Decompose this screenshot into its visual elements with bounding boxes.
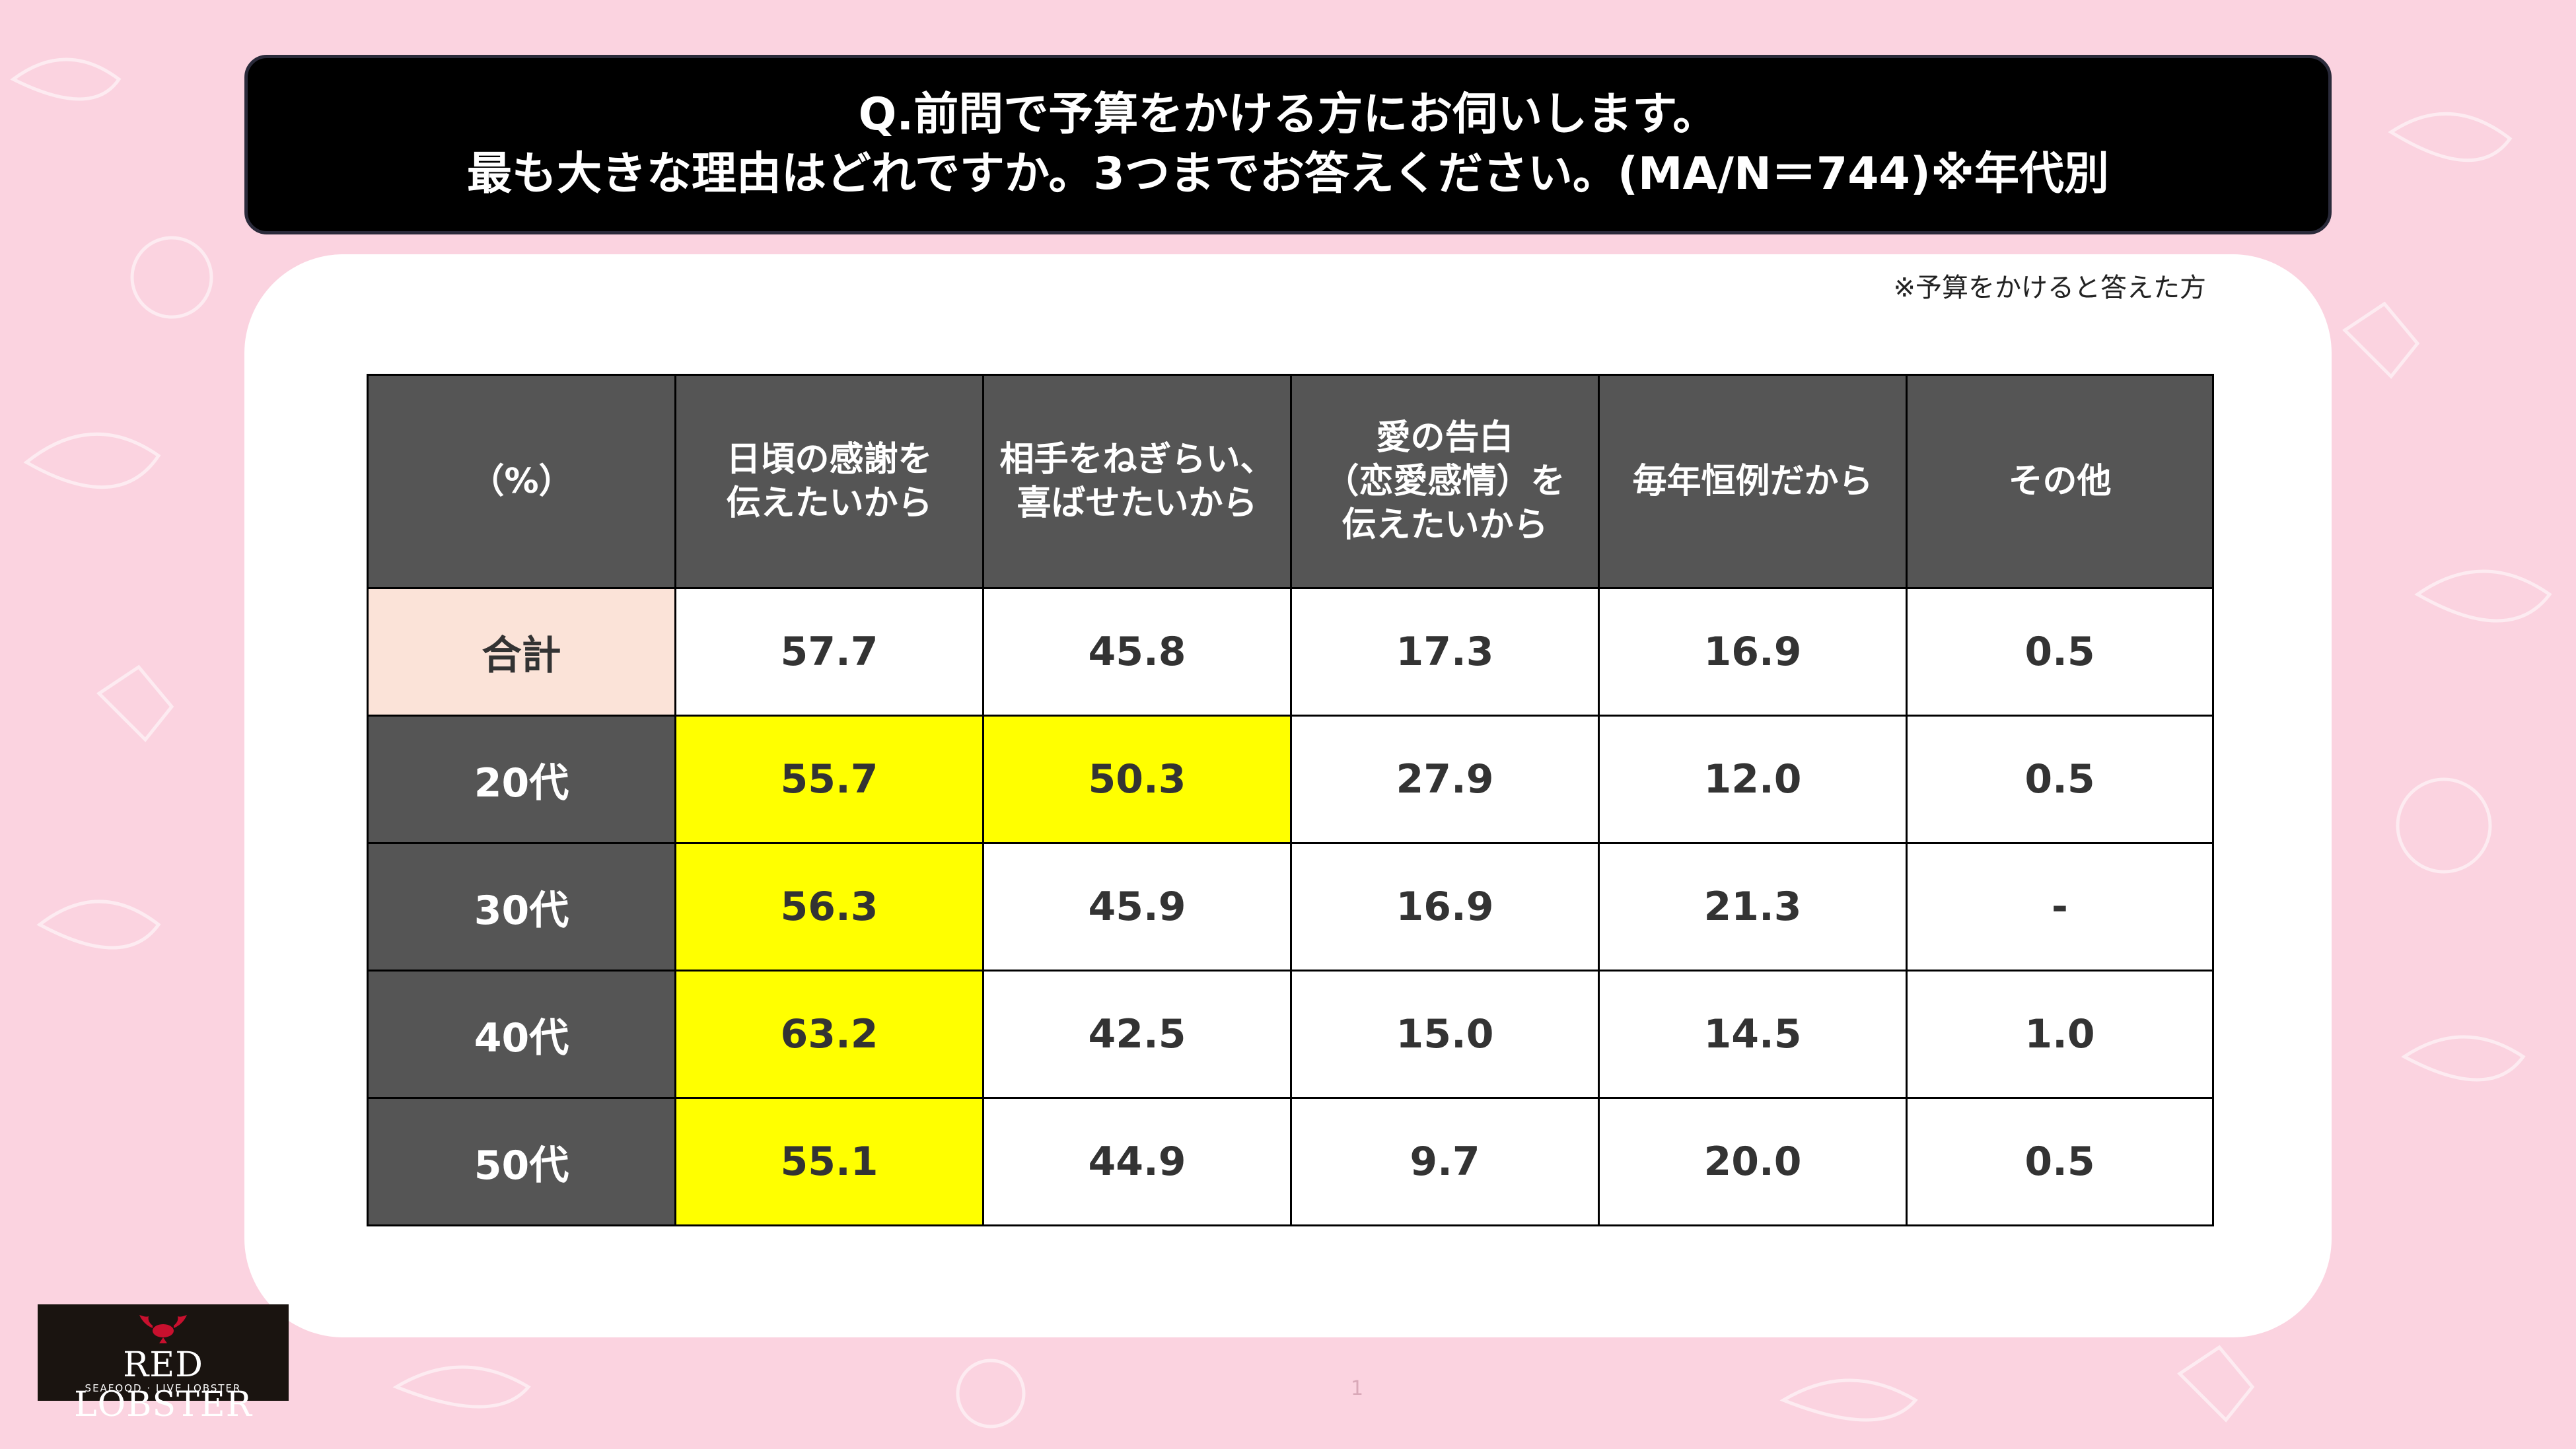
column-header: 愛の告白 （恋愛感情）を 伝えたいから [1290,374,1600,589]
table-cell: 0.5 [1906,587,2214,717]
table-cell: 0.5 [1906,715,2214,844]
table-cell: 44.9 [982,1097,1292,1226]
lobster-icon [139,1315,187,1343]
table-cell: 27.9 [1290,715,1600,844]
table-cell: 1.0 [1906,970,2214,1099]
table-row: 30代 56.3 45.9 16.9 21.3 - [367,842,2214,972]
table-cell: 0.5 [1906,1097,2214,1226]
table-cell: 14.5 [1598,970,1908,1099]
corner-label: （%） [367,374,676,589]
table-row-total: 合計 57.7 45.8 17.3 16.9 0.5 [367,587,2214,717]
table-cell: 45.8 [982,587,1292,717]
respondent-note: ※予算をかけると答えた方 [1893,273,2206,303]
table-cell: 21.3 [1598,842,1908,972]
table-cell: 17.3 [1290,587,1600,717]
table-cell: 55.1 [674,1097,984,1226]
table-cell: 16.9 [1290,842,1600,972]
column-header: 毎年恒例だから [1598,374,1908,589]
table-cell: 45.9 [982,842,1292,972]
table-cell: 63.2 [674,970,984,1099]
row-label: 合計 [367,587,676,717]
row-label: 50代 [367,1097,676,1226]
column-header: 相手をねぎらい、 喜ばせたいから [982,374,1292,589]
logo-tagline: SEAFOOD · LIVE LOBSTER [85,1382,242,1394]
row-label: 40代 [367,970,676,1099]
results-table: （%） 日頃の感謝を 伝えたいから 相手をねぎらい、 喜ばせたいから 愛の告白 （恋愛… [367,374,2214,1226]
column-header: その他 [1906,374,2214,589]
page-number: 1 [1351,1377,1364,1400]
question-title-box: Q.前問で予算をかける方にお伺いします。 最も大きな理由はどれですか。3つまでお… [244,55,2332,234]
table-cell: - [1906,842,2214,972]
table-cell: 9.7 [1290,1097,1600,1226]
table-cell: 42.5 [982,970,1292,1099]
row-label: 30代 [367,842,676,972]
logo-brand-text: RED LOBSTER [74,1345,252,1425]
table-cell: 55.7 [674,715,984,844]
table-cell: 57.7 [674,587,984,717]
table-cell: 15.0 [1290,970,1600,1099]
table-cell: 56.3 [674,842,984,972]
row-label: 20代 [367,715,676,844]
table-header-row: （%） 日頃の感謝を 伝えたいから 相手をねぎらい、 喜ばせたいから 愛の告白 （恋愛… [367,374,2214,589]
table-cell: 50.3 [982,715,1292,844]
table-cell: 16.9 [1598,587,1908,717]
table-cell: 20.0 [1598,1097,1908,1226]
table-row: 40代 63.2 42.5 15.0 14.5 1.0 [367,970,2214,1099]
question-title-line1: Q.前問で予算をかける方にお伺いします。 [858,88,1718,141]
table-row: 20代 55.7 50.3 27.9 12.0 0.5 [367,715,2214,844]
red-lobster-logo: RED LOBSTER SEAFOOD · LIVE LOBSTER [38,1304,289,1425]
table-cell: 12.0 [1598,715,1908,844]
column-header: 日頃の感謝を 伝えたいから [674,374,984,589]
table-row: 50代 55.1 44.9 9.7 20.0 0.5 [367,1097,2214,1226]
question-title-line2: 最も大きな理由はどれですか。3つまでお答えください。(MA/N＝744)※年代別 [466,148,2110,200]
